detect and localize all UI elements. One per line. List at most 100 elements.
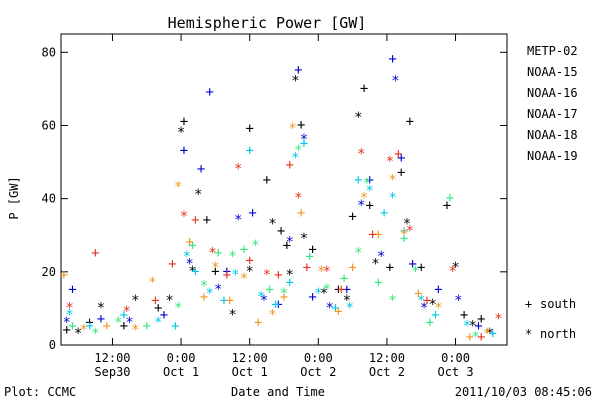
data-point: + — [191, 264, 199, 280]
data-point: + — [143, 319, 151, 335]
data-point: * — [188, 264, 196, 280]
x-tick-label-date: Oct 2 — [300, 365, 336, 379]
data-points: + *+*+* + **+**++*+*+* ++**+*+* +*+*++* ++*++*… — [60, 52, 503, 346]
data-point: * — [326, 300, 334, 316]
data-point: + — [446, 191, 454, 207]
data-point: * — [323, 282, 331, 298]
data-point: * — [420, 300, 428, 316]
data-point: + — [245, 253, 253, 269]
data-point: + — [386, 260, 394, 276]
data-point: * — [123, 304, 131, 320]
data-point: * — [314, 286, 322, 302]
data-point: * — [371, 257, 379, 273]
data-point: + — [103, 319, 111, 335]
data-point: * — [74, 326, 82, 342]
legend-entry: NOAA-17 — [527, 107, 578, 121]
marker-key-symbol: + — [525, 297, 532, 311]
data-point: + — [265, 282, 273, 298]
data-point: * — [154, 315, 162, 331]
data-point: + — [203, 213, 211, 229]
data-point: + — [271, 297, 279, 313]
x-tick-label-time: 0:00 — [441, 351, 470, 365]
data-point: * — [183, 249, 191, 265]
y-axis-label: P [GW] — [7, 176, 21, 219]
data-point: + — [443, 198, 451, 214]
data-point: + — [188, 238, 196, 254]
data-point: + — [394, 147, 402, 163]
data-point: + — [368, 227, 376, 243]
data-point: + — [277, 224, 285, 240]
data-point: * — [65, 308, 73, 324]
data-point: * — [288, 121, 296, 137]
data-point: * — [300, 231, 308, 247]
data-point: + — [180, 143, 188, 159]
data-point: + — [180, 114, 188, 130]
data-point: + — [160, 308, 168, 324]
data-point: * — [62, 315, 70, 331]
x-tick-label-time: 0:00 — [167, 351, 196, 365]
data-point: * — [294, 143, 302, 159]
data-point: * — [234, 213, 242, 229]
data-point: * — [165, 293, 173, 309]
data-point: + — [303, 260, 311, 276]
data-point: + — [240, 242, 248, 258]
data-point: * — [260, 293, 268, 309]
data-point: * — [320, 286, 328, 302]
data-point: * — [400, 227, 408, 243]
y-tick-label: 20 — [42, 265, 56, 279]
data-point: + — [340, 271, 348, 287]
data-point: * — [285, 267, 293, 283]
y-tick-label: 80 — [42, 45, 56, 59]
data-point: * — [148, 275, 156, 291]
data-point: + — [434, 282, 442, 298]
data-point: * — [280, 286, 288, 302]
data-point: + — [374, 275, 382, 291]
data-point: * — [263, 267, 271, 283]
data-point: * — [211, 260, 219, 276]
data-point: * — [65, 300, 73, 316]
data-point: + — [200, 289, 208, 305]
data-point: + — [308, 242, 316, 258]
legend-entry: NOAA-19 — [527, 149, 578, 163]
data-point: * — [174, 180, 182, 196]
data-point: + — [300, 136, 308, 152]
data-point: * — [388, 293, 396, 309]
data-point: * — [377, 249, 385, 265]
data-point: * — [363, 176, 371, 192]
data-point: + — [400, 224, 408, 240]
data-point: * — [463, 319, 471, 335]
plot-credit: Plot: CCMC — [4, 385, 76, 399]
data-point: + — [60, 267, 68, 283]
data-point: * — [177, 125, 185, 141]
data-point: * — [468, 319, 476, 335]
data-point: + — [297, 205, 305, 221]
data-point: + — [254, 315, 262, 331]
data-point: + — [283, 238, 291, 254]
data-point: * — [388, 172, 396, 188]
marker-key-label: north — [540, 327, 576, 341]
data-point: * — [386, 154, 394, 170]
data-point: * — [268, 308, 276, 324]
x-tick-label-time: 12:00 — [94, 351, 130, 365]
data-point: + — [154, 300, 162, 316]
data-point: + — [408, 257, 416, 273]
data-point: + — [248, 205, 256, 221]
data-point: + — [91, 246, 99, 262]
x-tick-label-date: Oct 3 — [437, 365, 473, 379]
data-point: + — [417, 260, 425, 276]
data-point: + — [388, 52, 396, 68]
data-point: + — [85, 315, 93, 331]
data-point: + — [380, 205, 388, 221]
data-point: + — [366, 172, 374, 188]
data-point: + — [360, 81, 368, 97]
data-point: * — [411, 264, 419, 280]
data-point: * — [91, 326, 99, 342]
data-point: + — [400, 231, 408, 247]
x-tick-label-time: 0:00 — [304, 351, 333, 365]
data-point: + — [331, 300, 339, 316]
data-point: * — [357, 147, 365, 163]
data-point: + — [205, 85, 213, 101]
data-point: + — [220, 293, 228, 309]
